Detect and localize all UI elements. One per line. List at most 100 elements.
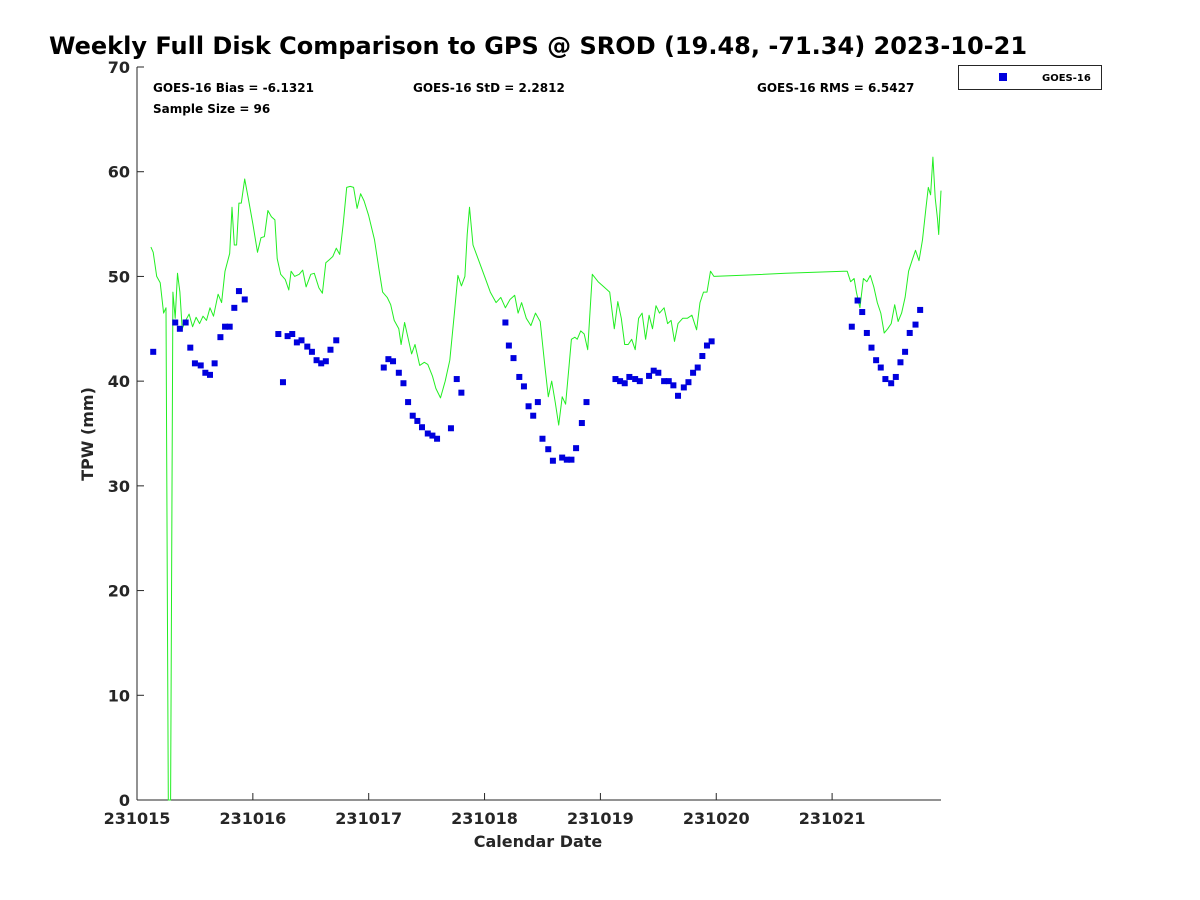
goes16-data-point [690, 369, 697, 376]
goes16-data-point [418, 424, 425, 431]
goes16-data-point [284, 333, 291, 340]
goes16-data-point [235, 288, 242, 295]
goes16-data-point [708, 338, 715, 345]
goes16-data-point [409, 412, 416, 419]
y-tick-label: 50 [108, 267, 130, 286]
x-tick-label: 231021 [799, 809, 866, 828]
goes16-data-point [206, 371, 213, 378]
goes16-data-point [665, 378, 672, 385]
goes16-data-point [646, 372, 653, 379]
goes16-data-point [655, 369, 662, 376]
goes16-data-point [583, 399, 590, 406]
rms-stat: GOES-16 RMS = 6.5427 [757, 81, 914, 95]
x-axis-label: Calendar Date [474, 832, 603, 851]
sample-size-stat: Sample Size = 96 [153, 102, 270, 116]
goes16-data-point [703, 342, 710, 349]
goes16-data-point [912, 321, 919, 328]
goes16-data-point [563, 456, 570, 463]
x-tick-label: 231018 [451, 809, 518, 828]
legend: GOES-16 [958, 65, 1102, 90]
legend-marker-goes16 [999, 73, 1007, 81]
goes16-data-point [182, 319, 189, 326]
x-tick-label: 231020 [683, 809, 750, 828]
x-tick-label: 231017 [335, 809, 402, 828]
goes16-data-point [241, 296, 248, 303]
goes16-data-point [150, 348, 157, 355]
goes16-data-point [502, 319, 509, 326]
goes16-data-point [318, 360, 325, 367]
goes16-data-point [863, 329, 870, 336]
y-axis-ticks: 0 10 20 30 40 50 60 70 [108, 58, 144, 810]
plot-area [136, 67, 941, 801]
y-tick-label: 0 [119, 791, 130, 810]
goes16-data-point [191, 360, 198, 367]
goes16-data-point [289, 331, 296, 338]
goes16-data-point [650, 367, 657, 374]
y-tick-label: 10 [108, 686, 130, 705]
goes16-data-point [298, 337, 305, 344]
goes16-data-point [868, 344, 875, 351]
y-tick-label: 30 [108, 477, 130, 496]
goes16-data-point [888, 380, 895, 387]
goes16-data-point [380, 364, 387, 371]
goes16-data-point [304, 343, 311, 350]
goes16-data-point [313, 357, 320, 364]
y-tick-label: 40 [108, 372, 130, 391]
goes16-data-point [545, 446, 552, 453]
x-tick-label: 231019 [567, 809, 634, 828]
x-tick-label: 231015 [104, 809, 171, 828]
goes16-data-point [385, 356, 392, 363]
goes16-data-point [873, 357, 880, 364]
goes16-data-point [520, 383, 527, 390]
goes16-data-point [568, 456, 575, 463]
chart-title: Weekly Full Disk Comparison to GPS @ SRO… [49, 32, 1027, 60]
goes16-data-point [621, 380, 628, 387]
goes16-data-point [626, 373, 633, 380]
goes16-data-point [197, 362, 204, 369]
goes16-data-point [176, 325, 183, 332]
goes16-data-point [458, 389, 465, 396]
goes16-data-point [680, 384, 687, 391]
goes16-data-point [434, 435, 441, 442]
goes16-data-point [395, 369, 402, 376]
goes16-data-point [429, 432, 436, 439]
goes16-data-point [685, 379, 692, 386]
goes16-data-point [617, 378, 624, 385]
goes16-data-point [202, 369, 209, 376]
goes16-data-point [549, 457, 556, 464]
y-axis-label: TPW (mm) [78, 387, 97, 481]
goes16-data-point [699, 353, 706, 360]
goes16-data-point [534, 399, 541, 406]
std-stat: GOES-16 StD = 2.2812 [413, 81, 565, 95]
x-tick-label: 231016 [219, 809, 286, 828]
goes16-data-point [222, 323, 229, 330]
goes16-data-point [897, 359, 904, 366]
goes16-data-point [510, 355, 517, 362]
goes16-data-point [612, 376, 619, 383]
gps-series-line [150, 156, 942, 801]
goes16-data-point [322, 358, 329, 365]
goes16-data-point [279, 379, 286, 386]
goes16-data-point [854, 297, 861, 304]
gps-series [150, 156, 942, 801]
goes16-series [150, 288, 924, 464]
goes16-data-point [559, 454, 566, 461]
goes16-data-point [516, 373, 523, 380]
y-tick-label: 20 [108, 582, 130, 601]
goes16-data-point [859, 309, 866, 316]
goes16-data-point [505, 342, 512, 349]
goes16-data-point [525, 403, 532, 410]
goes16-data-point [414, 417, 421, 424]
goes16-data-point [902, 348, 909, 355]
goes16-data-point [211, 360, 218, 367]
bias-stat: GOES-16 Bias = -6.1321 [153, 81, 314, 95]
goes16-data-point [906, 329, 913, 336]
y-tick-label: 70 [108, 58, 130, 77]
legend-box [958, 65, 1102, 90]
goes16-data-point [293, 339, 300, 346]
goes16-data-point [327, 346, 334, 353]
goes16-data-point [877, 364, 884, 371]
goes16-data-point [275, 331, 282, 338]
goes16-data-point [226, 323, 233, 330]
